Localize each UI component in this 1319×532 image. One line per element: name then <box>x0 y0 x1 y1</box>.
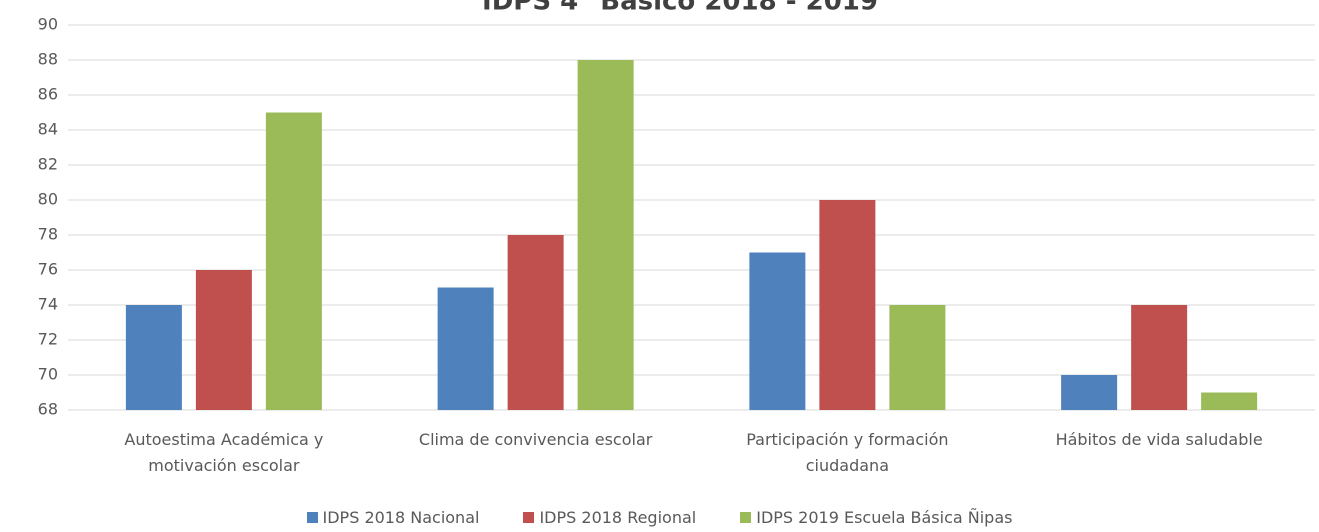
legend-label: IDPS 2018 Regional <box>539 508 697 527</box>
y-tick-label: 78 <box>38 225 58 244</box>
y-tick-label: 88 <box>38 50 58 69</box>
legend-label: IDPS 2019 Escuela Básica Ñipas <box>756 508 1013 527</box>
bar <box>195 270 252 410</box>
y-tick-label: 70 <box>38 365 58 384</box>
bar <box>1201 392 1258 410</box>
y-tick-label: 90 <box>38 15 58 34</box>
bar <box>1061 375 1118 410</box>
y-tick-label: 80 <box>38 190 58 209</box>
bar <box>1131 305 1188 410</box>
legend-label: IDPS 2018 Nacional <box>322 508 480 527</box>
legend-swatch <box>740 512 752 523</box>
y-tick-label: 84 <box>38 120 58 139</box>
legend-swatch <box>306 512 318 523</box>
x-tick-label: Clima de convivencia escolar <box>418 430 653 449</box>
legend-item: IDPS 2019 Escuela Básica Ñipas <box>740 508 1012 527</box>
bar <box>577 60 634 410</box>
y-tick-label: 82 <box>38 155 58 174</box>
legend-swatch <box>523 512 535 523</box>
bar <box>125 305 182 410</box>
y-tick-label: 72 <box>38 330 58 349</box>
legend-item: IDPS 2018 Regional <box>523 508 696 527</box>
y-tick-label: 74 <box>38 295 58 314</box>
legend: IDPS 2018 Nacional IDPS 2018 Regional IDPS… <box>0 508 1319 527</box>
x-tick-label: Participación y formación ciudadana <box>746 430 949 475</box>
bar <box>437 287 494 410</box>
bar <box>889 305 946 410</box>
x-tick-label: Hábitos de vida saludable <box>1055 430 1263 449</box>
bar <box>265 112 322 410</box>
y-tick-label: 76 <box>38 260 58 279</box>
chart-title: IDPS 4° Básico 2018 - 2019 <box>482 0 878 17</box>
bar <box>819 200 876 410</box>
x-tick-label: Autoestima Académica y motivación escola… <box>124 430 324 475</box>
bar <box>749 252 806 410</box>
y-tick-label: 68 <box>38 400 58 419</box>
y-tick-label: 86 <box>38 85 58 104</box>
legend-item: IDPS 2018 Nacional <box>306 508 480 527</box>
bar <box>507 235 564 410</box>
